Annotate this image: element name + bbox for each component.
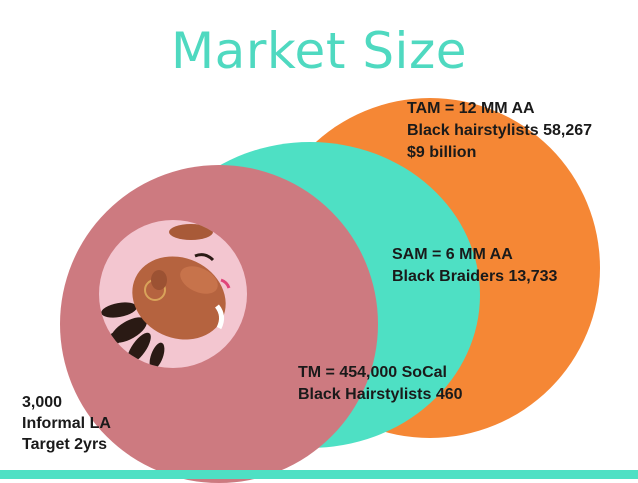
- sam-line-2: Black Braiders 13,733: [392, 268, 558, 285]
- target-line-1: 3,000: [22, 394, 63, 411]
- stylist-photo: [99, 220, 247, 368]
- tm-label: TM = 454,000 SoCal Black Hairstylists 46…: [298, 362, 463, 406]
- target-label: 3,000 Informal LA Target 2yrs: [22, 392, 111, 455]
- tam-line-2: Black hairstylists 58,267: [407, 122, 593, 139]
- bottom-accent-bar: [0, 470, 638, 479]
- sam-label: SAM = 6 MM AA Black Braiders 13,733: [392, 244, 557, 288]
- target-line-3: Target 2yrs: [22, 436, 108, 453]
- tam-label: TAM = 12 MM AA Black hairstylists 58,267…: [407, 98, 592, 164]
- target-line-2: Informal LA: [22, 415, 111, 432]
- tam-line-1: TAM = 12 MM AA: [407, 100, 535, 117]
- portrait-illustration: [101, 224, 231, 368]
- tm-line-1: TM = 454,000 SoCal: [298, 364, 447, 381]
- sam-line-1: SAM = 6 MM AA: [392, 246, 513, 263]
- tm-line-2: Black Hairstylists 460: [298, 386, 463, 403]
- tam-line-3: $9 billion: [407, 144, 477, 161]
- page-title: Market Size: [171, 22, 467, 80]
